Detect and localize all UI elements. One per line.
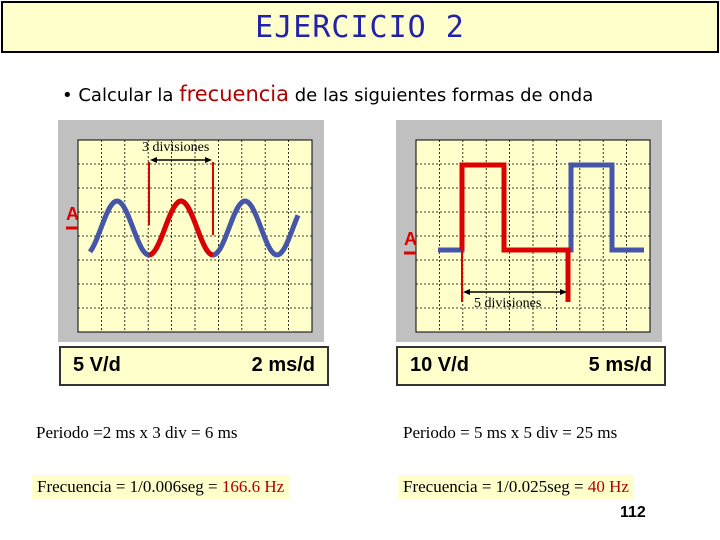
frecuencia-2-text: Frecuencia = 1/0.025seg =	[403, 477, 584, 496]
frecuencia-1-text: Frecuencia = 1/0.006seg =	[37, 477, 218, 496]
scope1-grid	[78, 140, 312, 332]
scope1-arrow-right	[205, 157, 212, 163]
instruction-prefix: Calcular la	[78, 85, 174, 106]
page-title: EJERCICIO 2	[255, 9, 465, 45]
scope1-settings-panel: 5 V/d 2 ms/d	[59, 346, 329, 386]
instruction-line: • Calcular la frecuencia de las siguient…	[62, 82, 593, 106]
title-box: EJERCICIO 2	[1, 1, 719, 53]
instruction-highlight: frecuencia	[179, 82, 290, 106]
oscilloscope-2: 5 divisiones A	[396, 120, 662, 342]
page-number: 112	[620, 504, 646, 521]
scope2-red-wave	[459, 162, 571, 302]
scope1-red-wave	[148, 198, 214, 258]
instruction-suffix: de las siguientes formas de onda	[294, 85, 594, 106]
scope1-volts-per-div: 5 V/d	[73, 354, 121, 376]
frecuencia-2-value: 40 Hz	[587, 477, 629, 496]
frecuencia-1: Frecuencia = 1/0.006seg = 166.6 Hz	[32, 475, 290, 499]
periodo-1: Periodo =2 ms x 3 div = 6 ms	[36, 423, 238, 442]
oscilloscope-1: 3 divisiones A	[58, 120, 324, 342]
scope1-annotation: 3 divisiones	[142, 140, 209, 155]
scope2-grid	[416, 140, 650, 332]
scope2-time-per-div: 5 ms/d	[588, 354, 652, 376]
scope2-settings-panel: 10 V/d 5 ms/d	[396, 346, 666, 386]
scope2-annotation: 5 divisiones	[474, 296, 541, 311]
scope1-amp-label: A	[66, 204, 79, 224]
bullet: •	[62, 85, 73, 106]
scope2-arrow-right	[560, 289, 567, 295]
scope2-volts-per-div: 10 V/d	[410, 354, 469, 376]
scope2-arrow-left	[463, 289, 470, 295]
scope1-time-per-div: 2 ms/d	[251, 354, 315, 376]
scope2-amp-label: A	[404, 229, 417, 249]
scope1-arrow-left	[150, 157, 157, 163]
periodo-2: Periodo = 5 ms x 5 div = 25 ms	[403, 423, 618, 442]
frecuencia-2: Frecuencia = 1/0.025seg = 40 Hz	[398, 475, 634, 499]
frecuencia-1-value: 166.6 Hz	[221, 477, 285, 496]
